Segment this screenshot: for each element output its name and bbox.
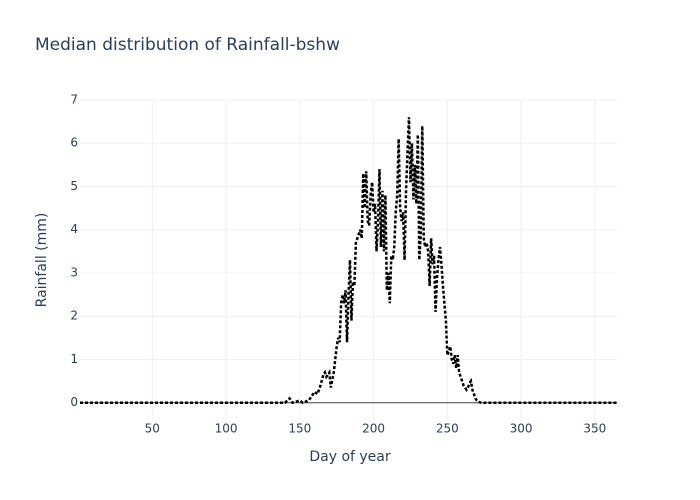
x-tick-label: 300	[510, 422, 533, 436]
x-tick-label: 350	[583, 422, 606, 436]
line-series	[80, 117, 617, 405]
x-tick-label: 250	[436, 422, 459, 436]
y-axis-label: Rainfall (mm)	[34, 213, 50, 308]
y-tick-label: 2	[70, 309, 78, 323]
y-tick-label: 3	[70, 265, 78, 279]
y-tick-label: 1	[70, 352, 78, 366]
y-tick-label: 6	[70, 136, 78, 150]
x-tick-label: 200	[362, 422, 385, 436]
chart-title: Median distribution of Rainfall-bshw	[35, 35, 340, 55]
y-tick-label: 0	[70, 395, 78, 409]
x-tick-label: 150	[288, 422, 311, 436]
y-tick-label: 4	[70, 222, 78, 236]
y-tick-label: 5	[70, 179, 78, 193]
x-axis-label: Day of year	[309, 449, 391, 465]
y-tick-label: 7	[70, 93, 78, 107]
x-tick-label: 100	[215, 422, 238, 436]
x-tick-label: 50	[145, 422, 160, 436]
